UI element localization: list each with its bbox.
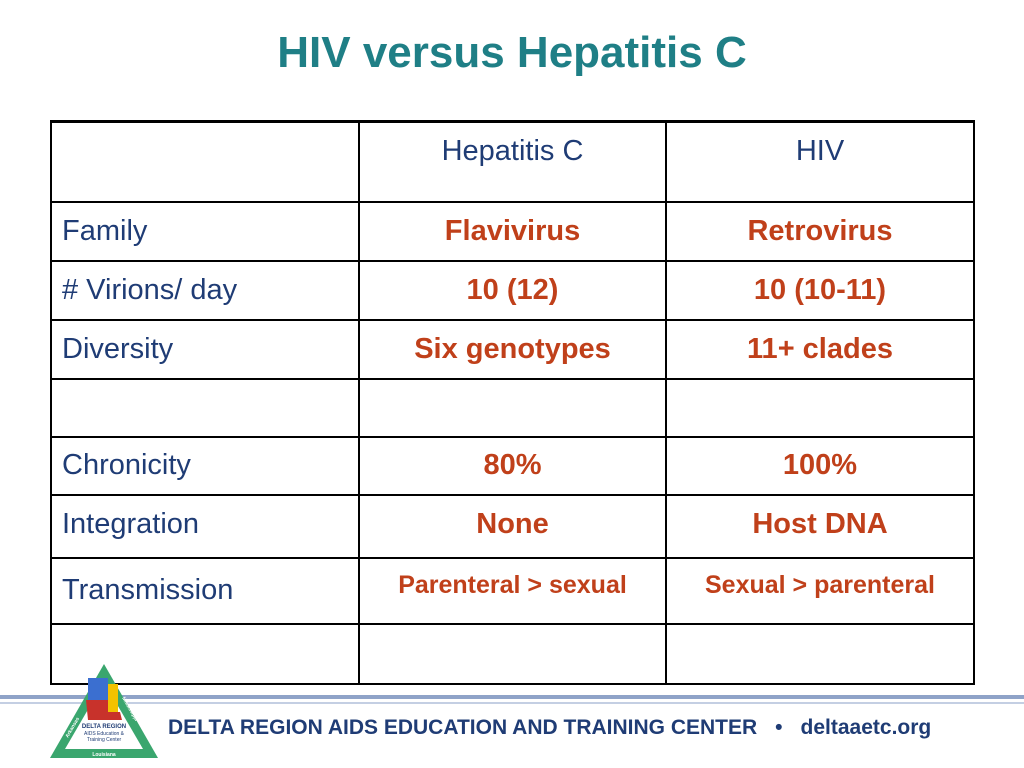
row-label [50, 377, 360, 438]
footer-divider [0, 695, 1024, 699]
hiv-value: 11+ clades [665, 318, 975, 380]
delta-region-logo: DELTA REGION AIDS Education & Training C… [50, 664, 158, 758]
logo-state-arkansas [88, 678, 108, 700]
hepc-value: Six genotypes [358, 318, 667, 380]
header-cell-hepatitis-c: Hepatitis C [358, 120, 667, 203]
logo-state-louisiana [86, 700, 122, 720]
table-row: Family Flavivirus Retrovirus [50, 200, 975, 262]
logo-state-mississippi [108, 684, 118, 712]
footer-divider-thin [0, 702, 1024, 704]
footer-org-name: DELTA REGION AIDS EDUCATION AND TRAINING… [168, 716, 758, 739]
comparison-table: Hepatitis C HIV Family Flavivirus Retrov… [50, 120, 975, 685]
table-row: # Virions/ day 10 (12) 10 (10-11) [50, 259, 975, 321]
hiv-value: 100% [665, 435, 975, 496]
table-header-row: Hepatitis C HIV [50, 120, 975, 203]
header-cell-hiv: HIV [665, 120, 975, 203]
hepc-value: 80% [358, 435, 667, 496]
row-label: Integration [50, 493, 360, 559]
logo-text-line1: DELTA REGION [82, 724, 126, 730]
hepc-value: Parenteral > sexual [358, 556, 667, 625]
hiv-value: 10 (10-11) [665, 259, 975, 321]
header-cell-empty [50, 120, 360, 203]
hiv-value [665, 377, 975, 438]
table-row: Transmission Parenteral > sexual Sexual … [50, 556, 975, 625]
table-row [50, 622, 975, 685]
hiv-value: Sexual > parenteral [665, 556, 975, 625]
row-label: Chronicity [50, 435, 360, 496]
hepc-value: None [358, 493, 667, 559]
hiv-value: Host DNA [665, 493, 975, 559]
hepc-value [358, 622, 667, 685]
logo-text-line3: Training Center [87, 737, 122, 743]
table-row: Integration None Host DNA [50, 493, 975, 559]
hiv-value: Retrovirus [665, 200, 975, 262]
table-row: Chronicity 80% 100% [50, 435, 975, 496]
row-label: Transmission [50, 556, 360, 625]
table-row [50, 377, 975, 438]
slide-title: HIV versus Hepatitis C [277, 28, 747, 77]
hepc-value: Flavivirus [358, 200, 667, 262]
table-row: Diversity Six genotypes 11+ clades [50, 318, 975, 380]
logo-text-line2: AIDS Education & [84, 731, 125, 737]
hiv-value [665, 622, 975, 685]
hepc-value: 10 (12) [358, 259, 667, 321]
row-label: Family [50, 200, 360, 262]
footer-website: deltaaetc.org [800, 716, 932, 739]
footer-separator: • [775, 716, 783, 739]
row-label: Diversity [50, 318, 360, 380]
logo-text-bottom: Louisiana [92, 752, 116, 758]
footer: DELTA REGION AIDS EDUCATION AND TRAINING… [168, 716, 931, 740]
hepc-value [358, 377, 667, 438]
row-label: # Virions/ day [50, 259, 360, 321]
